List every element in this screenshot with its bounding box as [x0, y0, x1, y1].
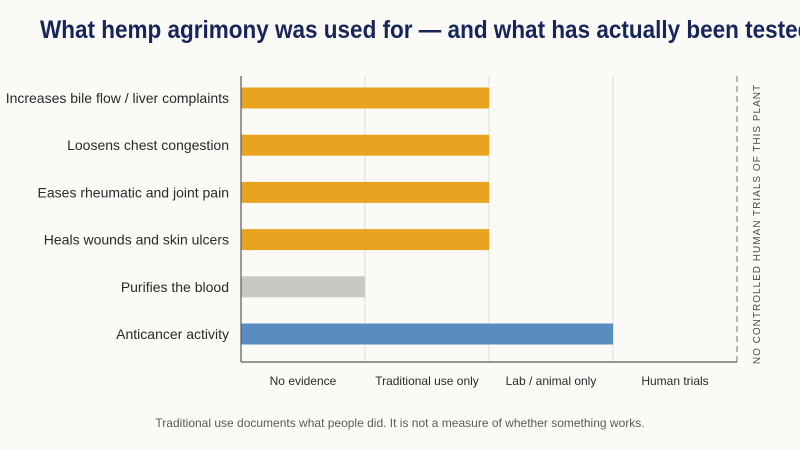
x-tick-label: Lab / animal only: [506, 374, 597, 388]
bar: [241, 229, 489, 251]
footnote: Traditional use documents what people di…: [155, 416, 645, 430]
category-label: Purifies the blood: [121, 279, 229, 295]
bars: [241, 87, 613, 345]
bar: [241, 87, 489, 109]
bar: [241, 323, 613, 345]
bar: [241, 134, 489, 156]
x-tick-label: No evidence: [270, 374, 337, 388]
category-label: Loosens chest congestion: [67, 137, 229, 153]
category-label: Increases bile flow / liver complaints: [6, 90, 229, 106]
category-labels: Increases bile flow / liver complaints Lo…: [6, 90, 229, 342]
chart-title: What hemp agrimony was used for — and wh…: [40, 16, 800, 44]
x-tick-label: Human trials: [641, 374, 708, 388]
gridlines: [364, 76, 614, 362]
category-label: Anticancer activity: [116, 326, 229, 342]
category-label: Eases rheumatic and joint pain: [38, 184, 229, 200]
x-tick-labels: No evidence Traditional use only Lab / ani…: [270, 374, 709, 388]
bar: [241, 276, 365, 298]
bar: [241, 181, 489, 203]
side-note: NO CONTROLLED HUMAN TRIALS OF THIS PLANT: [752, 84, 763, 364]
x-tick-label: Traditional use only: [375, 374, 479, 388]
category-label: Heals wounds and skin ulcers: [44, 232, 229, 248]
